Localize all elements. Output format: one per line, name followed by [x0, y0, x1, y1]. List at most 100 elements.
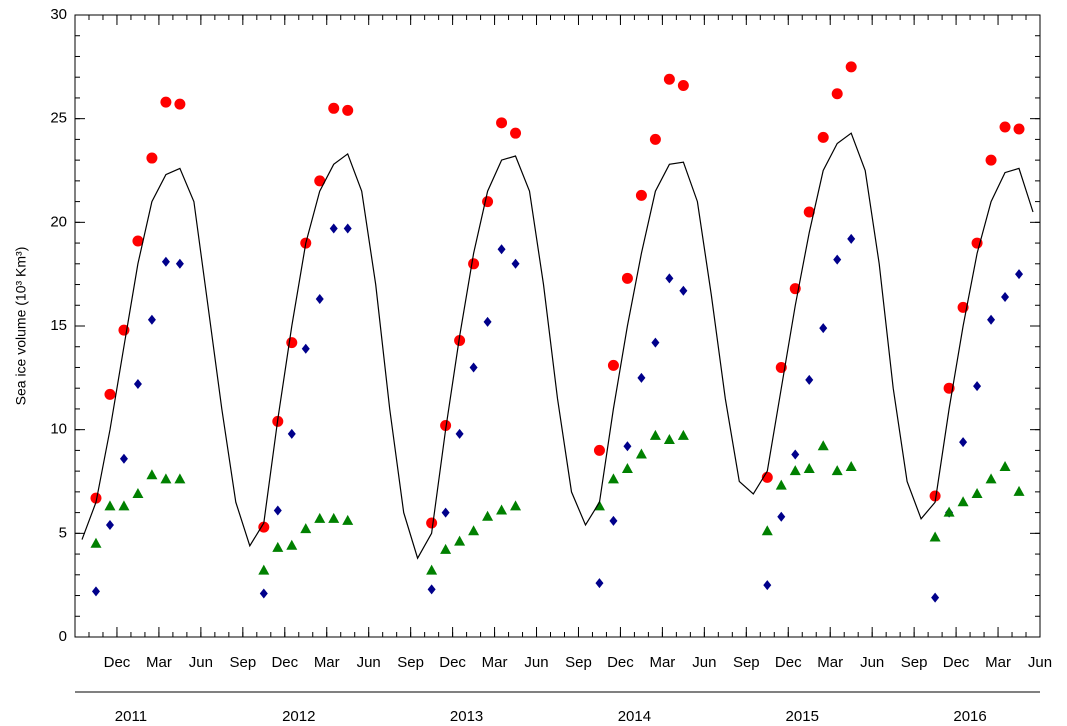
red-point: [146, 153, 157, 164]
red-point: [818, 132, 829, 143]
blue-point: [931, 593, 939, 603]
red-point: [286, 337, 297, 348]
red-point: [342, 105, 353, 116]
green-point: [272, 542, 283, 552]
blue-point: [148, 315, 156, 325]
red-point: [328, 103, 339, 114]
green-point: [468, 525, 479, 535]
green-point: [328, 513, 339, 523]
blue-point: [302, 344, 310, 354]
red-point: [104, 389, 115, 400]
red-point: [594, 445, 605, 456]
green-point: [804, 463, 815, 473]
blue-point: [833, 255, 841, 265]
red-point: [496, 117, 507, 128]
blue-point: [134, 379, 142, 389]
blue-point: [819, 323, 827, 333]
blue-point: [973, 381, 981, 391]
x-tick-label: Jun: [692, 654, 716, 671]
blue-point: [442, 508, 450, 518]
blue-point: [651, 338, 659, 348]
x-tick-label: Jun: [357, 654, 381, 671]
red-point: [426, 517, 437, 528]
red-point: [678, 80, 689, 91]
green-point: [496, 505, 507, 515]
year-label: 2016: [953, 708, 986, 725]
x-tick-label: Mar: [817, 654, 843, 671]
red-point: [650, 134, 661, 145]
x-tick-label: Dec: [607, 654, 634, 671]
red-point: [846, 61, 857, 72]
x-tick-label: Mar: [146, 654, 172, 671]
x-tick-label: Dec: [775, 654, 802, 671]
year-label: 2015: [786, 708, 819, 725]
green-point: [818, 440, 829, 450]
blue-point: [987, 315, 995, 325]
plot-frame: [75, 15, 1040, 637]
green-point: [622, 463, 633, 473]
blue-point: [777, 512, 785, 522]
green-point: [132, 488, 143, 498]
y-tick-label: 20: [50, 213, 67, 230]
blue-point: [1015, 269, 1023, 279]
blue-point: [637, 373, 645, 383]
y-tick-label: 15: [50, 317, 67, 334]
blue-point: [847, 234, 855, 244]
green-point: [650, 430, 661, 440]
blue-point: [106, 520, 114, 530]
y-tick-label: 5: [59, 524, 67, 541]
green-point: [482, 511, 493, 521]
x-tick-label: Mar: [314, 654, 340, 671]
green-point: [678, 430, 689, 440]
y-tick-label: 25: [50, 110, 67, 127]
x-tick-label: Jun: [1028, 654, 1052, 671]
blue-point: [330, 224, 338, 234]
blue-point: [260, 588, 268, 598]
year-label: 2012: [282, 708, 315, 725]
green-point: [454, 536, 465, 546]
green-point: [972, 488, 983, 498]
x-tick-label: Jun: [524, 654, 548, 671]
blue-point: [288, 429, 296, 439]
red-point: [664, 74, 675, 85]
red-point: [986, 155, 997, 166]
green-point: [118, 500, 129, 510]
green-point: [930, 531, 941, 541]
x-tick-label: Dec: [439, 654, 466, 671]
chart: Sea ice volume (10³ Km³) 051015202530Dec…: [0, 0, 1067, 726]
x-tick-label: Jun: [189, 654, 213, 671]
page: {"chart_data": {"type": "scatter", "y_la…: [0, 0, 1067, 726]
green-point: [440, 544, 451, 554]
x-tick-label: Dec: [943, 654, 970, 671]
blue-point: [623, 441, 631, 451]
x-tick-label: Dec: [271, 654, 298, 671]
x-tick-label: Mar: [482, 654, 508, 671]
green-point: [426, 565, 437, 575]
blue-point: [176, 259, 184, 269]
green-point: [286, 540, 297, 550]
blue-point: [512, 259, 520, 269]
x-tick-label: Sep: [565, 654, 592, 671]
red-point: [1014, 124, 1025, 135]
blue-point: [805, 375, 813, 385]
blue-point: [428, 584, 436, 594]
green-point: [832, 465, 843, 475]
green-point: [608, 473, 619, 483]
green-point: [104, 500, 115, 510]
green-point: [1000, 461, 1011, 471]
red-point: [832, 88, 843, 99]
x-tick-label: Mar: [649, 654, 675, 671]
y-tick-label: 10: [50, 421, 67, 438]
red-point: [174, 99, 185, 110]
green-point: [160, 473, 171, 483]
green-point: [146, 469, 157, 479]
red-point: [636, 190, 647, 201]
red-point: [510, 128, 521, 139]
green-point: [762, 525, 773, 535]
x-tick-label: Mar: [985, 654, 1011, 671]
green-point: [300, 523, 311, 533]
red-point: [608, 360, 619, 371]
x-tick-label: Sep: [397, 654, 424, 671]
blue-point: [498, 244, 506, 254]
red-point: [160, 97, 171, 108]
